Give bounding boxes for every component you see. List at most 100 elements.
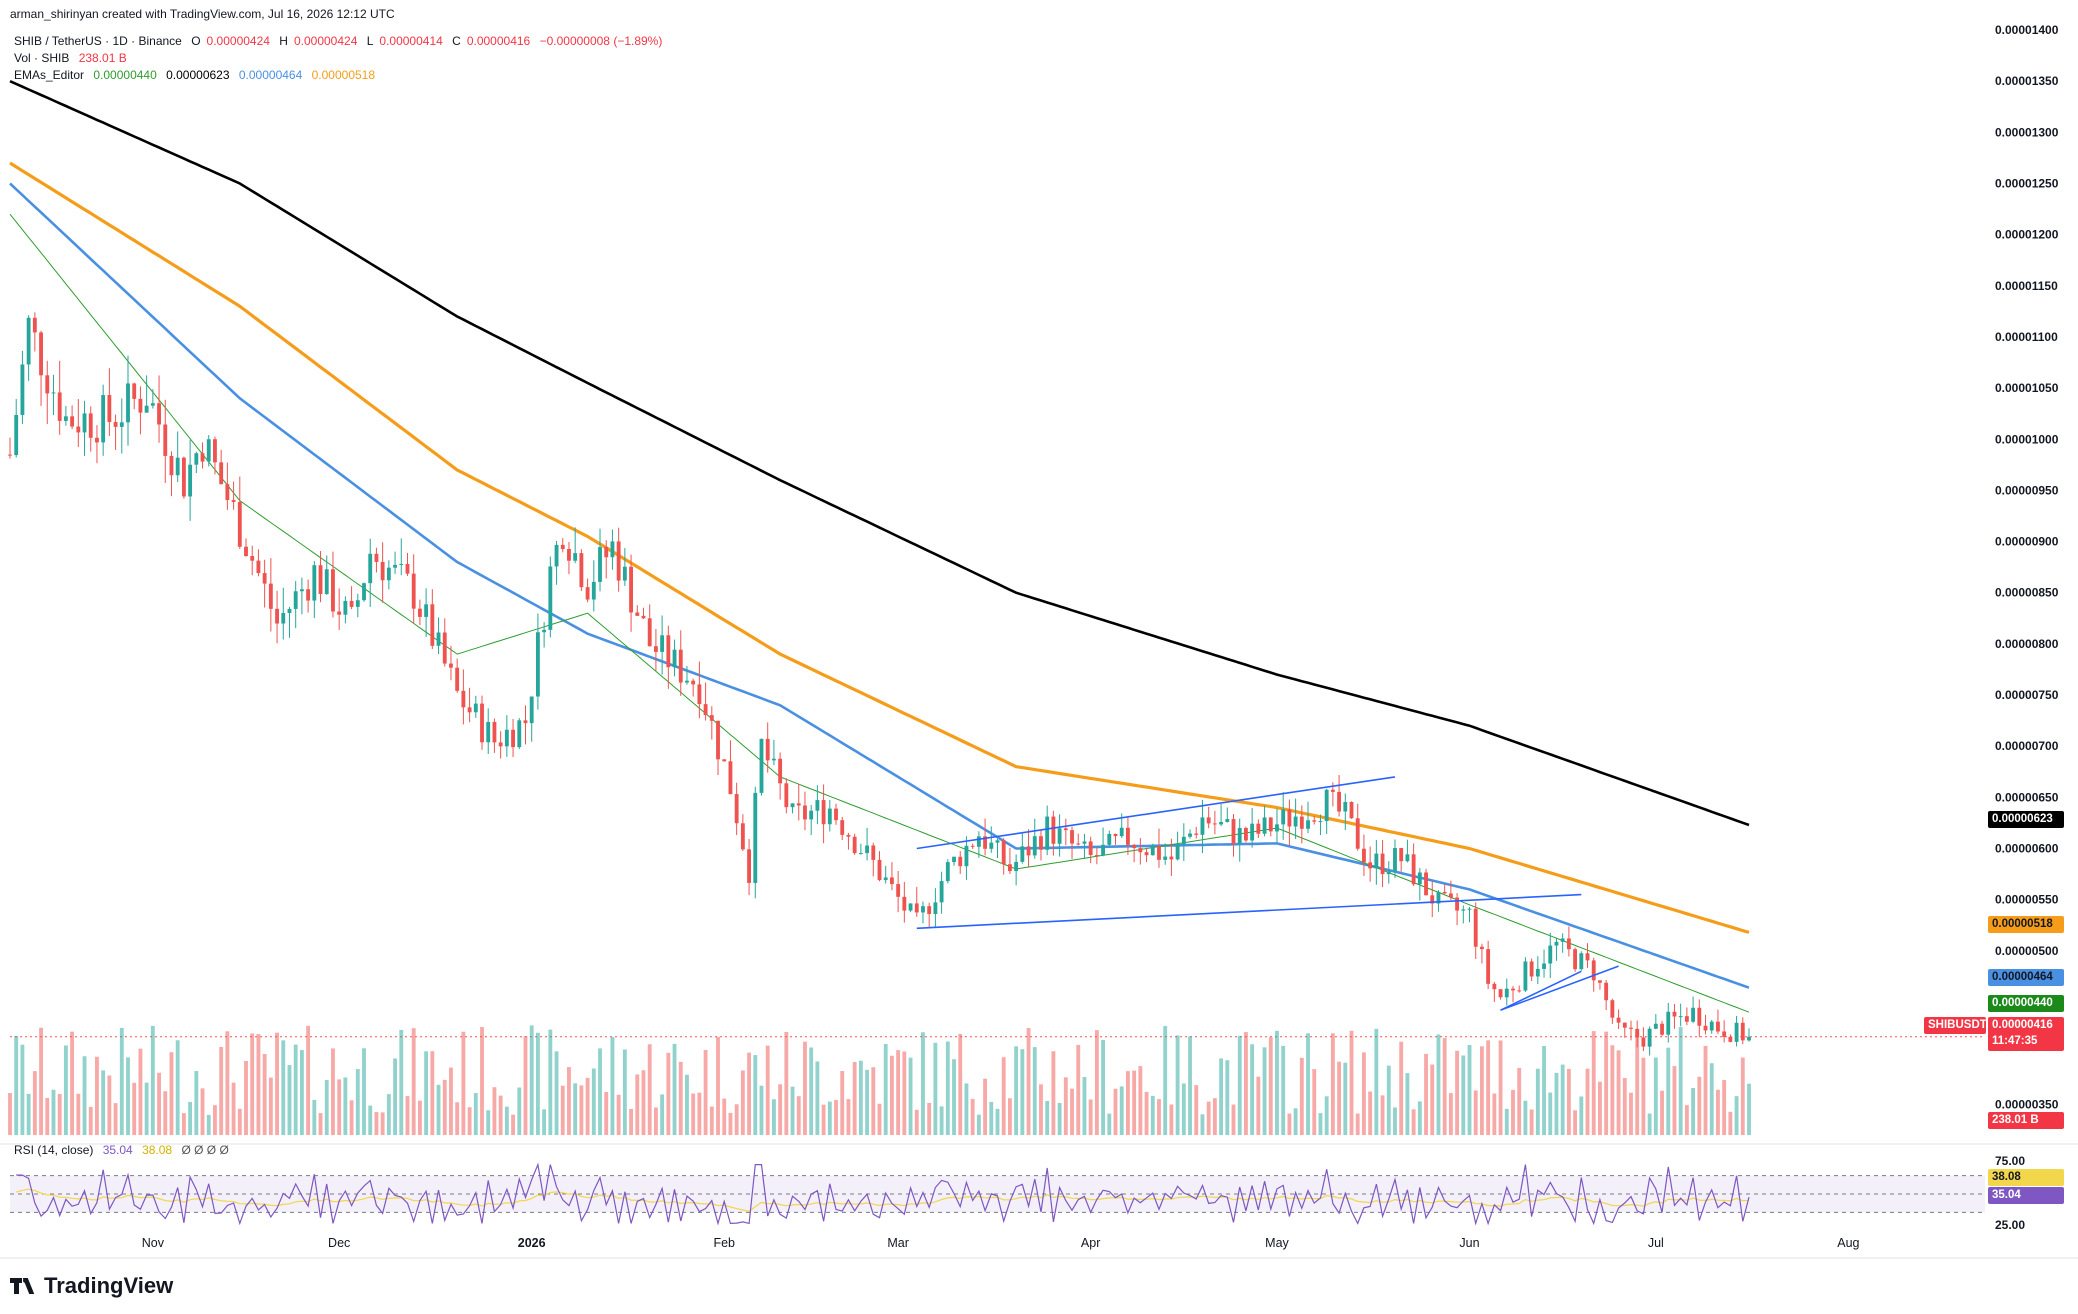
candle-body: [1684, 1016, 1689, 1022]
candle-body: [95, 437, 99, 443]
volume-bar: [1324, 1096, 1329, 1135]
volume-bar: [244, 1060, 248, 1135]
volume-bar: [964, 1083, 969, 1135]
candle-body: [1343, 801, 1348, 812]
rsi-ma-value: 38.08: [142, 1143, 173, 1157]
volume-bar: [1697, 1076, 1702, 1135]
tradingview-logo[interactable]: TradingView: [10, 1273, 173, 1299]
candle-body: [790, 803, 795, 808]
candle-body: [914, 903, 919, 913]
candle-body: [1641, 1037, 1646, 1047]
volume-bar: [740, 1070, 745, 1135]
volume-bar: [1163, 1026, 1168, 1135]
candle-body: [734, 794, 739, 824]
volume-bar: [337, 1079, 342, 1135]
volume-bar: [1616, 1050, 1621, 1135]
volume-bar: [287, 1065, 292, 1135]
candle-body: [1237, 827, 1242, 844]
candle-body: [213, 439, 217, 463]
candle-body: [194, 453, 199, 465]
candle-body: [1517, 990, 1522, 992]
volume-bar: [803, 1041, 807, 1135]
volume-bar: [821, 1104, 826, 1135]
candle-body: [1088, 841, 1093, 856]
volume-label[interactable]: Vol · SHIB: [14, 51, 70, 65]
volume-bar: [554, 1051, 559, 1135]
volume-bar: [206, 1114, 211, 1135]
volume-bar: [840, 1071, 845, 1135]
y-tick-label: 0.00001150: [1995, 279, 2058, 293]
candle-body: [1716, 1021, 1720, 1032]
volume-bar: [579, 1085, 584, 1135]
candle-body: [1262, 817, 1267, 834]
candle-body: [1691, 1007, 1696, 1022]
volume-bar: [455, 1102, 460, 1135]
volume-bar: [1678, 1027, 1683, 1135]
legend-symbol[interactable]: SHIB / TetherUS · 1D · Binance: [14, 34, 182, 48]
volume-bar: [604, 1092, 609, 1135]
volume-bar: [1684, 1105, 1689, 1135]
volume-bar: [1498, 1040, 1503, 1135]
candle-body: [113, 421, 118, 427]
volume-bar: [144, 1082, 149, 1135]
volume-bar: [877, 1103, 882, 1135]
volume-bar: [1312, 1069, 1317, 1135]
volume-bar: [63, 1045, 68, 1135]
volume-bar: [318, 1113, 323, 1135]
volume-bar: [70, 1031, 75, 1135]
candle-body: [20, 364, 25, 415]
volume-bar: [95, 1056, 99, 1135]
time-axis[interactable]: Nov Dec 2026 Feb Mar Apr May Jun Jul Aug: [142, 1236, 1860, 1250]
candle-body: [473, 703, 478, 713]
candle-body: [1473, 908, 1478, 947]
volume-bar: [1517, 1067, 1522, 1135]
candle-body: [1293, 816, 1298, 827]
ema100-value: 0.00000518: [311, 68, 376, 82]
volume-bar: [629, 1108, 633, 1135]
candle-body: [635, 612, 640, 616]
volume-bar: [548, 1029, 553, 1135]
candle-body: [175, 457, 180, 476]
candle-body: [1349, 801, 1354, 819]
candle-body: [722, 759, 727, 762]
volume-bar: [827, 1101, 832, 1135]
candle-body: [486, 721, 491, 743]
volume-bar: [1293, 1108, 1298, 1135]
volume-bar: [747, 1052, 751, 1135]
volume-bar: [1566, 1068, 1571, 1135]
volume-bar: [653, 1107, 658, 1135]
candle-body: [107, 395, 112, 422]
candle-body: [548, 566, 553, 630]
volume-bar: [672, 1043, 677, 1135]
candle-body: [610, 541, 615, 558]
volume-bar: [393, 1058, 397, 1135]
candle-body: [1492, 983, 1497, 990]
volume-bar: [635, 1074, 640, 1135]
volume-bar: [933, 1042, 938, 1135]
candle-body: [1057, 828, 1062, 844]
candle-body: [349, 600, 354, 607]
volume-bar: [467, 1107, 472, 1135]
ema200-value: 0.00000623: [166, 68, 230, 82]
candle-body: [76, 426, 81, 433]
y-tick-label: 0.00000800: [1995, 637, 2059, 651]
ema-label[interactable]: EMAs_Editor: [14, 68, 85, 82]
x-tick-label: May: [1265, 1236, 1289, 1250]
candle-body: [1132, 844, 1137, 849]
candle-body: [1244, 827, 1248, 841]
candle-body: [1498, 989, 1503, 998]
candle-body: [995, 840, 1000, 843]
symbol-tag: SHIBUSDT: [1924, 1017, 1987, 1034]
volume-bar: [163, 1091, 168, 1135]
candle-body: [616, 541, 621, 581]
candle-body: [1709, 1021, 1714, 1031]
candle-body: [181, 457, 186, 497]
rsi-label[interactable]: RSI (14, close): [14, 1143, 94, 1157]
candle-body: [1368, 862, 1373, 869]
candle-body: [821, 800, 826, 825]
volume-bar: [1424, 1053, 1428, 1135]
candle-body: [511, 729, 515, 748]
candle-body: [119, 422, 124, 427]
volume-bar: [1660, 1090, 1664, 1135]
